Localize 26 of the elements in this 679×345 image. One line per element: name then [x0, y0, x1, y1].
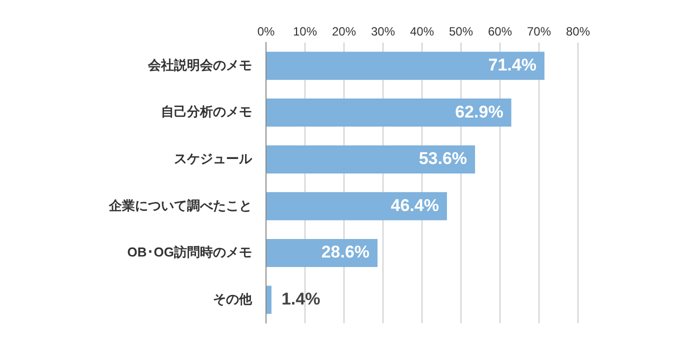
- x-tick-label: 50%: [448, 24, 474, 39]
- bar: [266, 98, 512, 127]
- x-tick-label: 20%: [332, 24, 356, 39]
- y-tick-label: 自己分析のメモ: [161, 104, 252, 120]
- bar: [266, 145, 476, 174]
- y-tick-label: 会社説明会のメモ: [147, 57, 252, 72]
- data-label: 28.6%: [321, 242, 370, 262]
- x-tick-label: 40%: [410, 24, 434, 39]
- y-tick-label: 企業について調べたこと: [108, 198, 252, 213]
- bar: [266, 192, 447, 220]
- x-tick-label: 30%: [370, 24, 396, 39]
- y-tick-label: スケジュール: [174, 150, 253, 166]
- x-tick-label: 60%: [488, 24, 512, 39]
- x-tick-label: 70%: [526, 24, 552, 39]
- x-tick-label: 0%: [257, 24, 275, 39]
- data-label: 53.6%: [418, 149, 468, 168]
- data-label: 46.4%: [390, 196, 439, 215]
- bar: [266, 286, 272, 314]
- bar: [266, 52, 544, 80]
- y-tick-label: その他: [213, 291, 253, 306]
- x-tick-label: 80%: [566, 24, 590, 39]
- y-tick-label: OB･OG訪問時のメモ: [127, 244, 252, 260]
- data-label: 71.4%: [488, 55, 536, 74]
- data-label: 1.4%: [281, 289, 320, 308]
- x-tick-label: 10%: [292, 24, 318, 39]
- data-label: 62.9%: [455, 102, 504, 122]
